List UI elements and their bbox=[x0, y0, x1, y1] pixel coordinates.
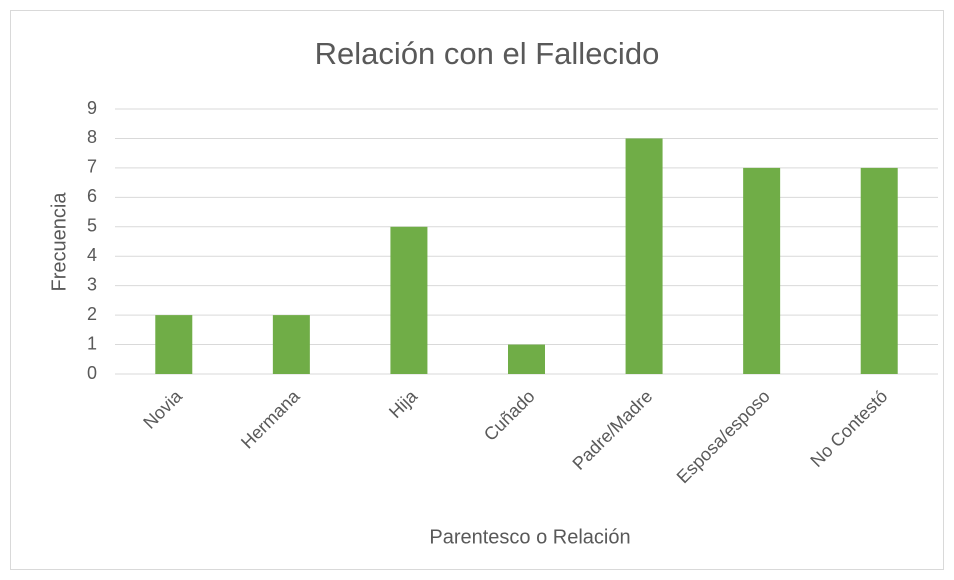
bar bbox=[390, 226, 428, 374]
y-tick-label: 6 bbox=[87, 186, 97, 206]
x-axis-title: Parentesco o Relación bbox=[429, 526, 630, 548]
bar bbox=[860, 167, 898, 374]
y-tick-label: 8 bbox=[87, 127, 97, 147]
y-tick-label: 3 bbox=[87, 274, 97, 294]
chart-border bbox=[10, 10, 944, 570]
bar bbox=[272, 315, 310, 374]
y-tick-label: 0 bbox=[87, 363, 97, 383]
bar bbox=[743, 167, 781, 374]
y-tick-label: 9 bbox=[87, 98, 97, 118]
y-tick-label: 7 bbox=[87, 157, 97, 177]
bar bbox=[155, 315, 193, 374]
y-tick-label: 2 bbox=[87, 304, 97, 324]
bar bbox=[625, 138, 663, 374]
chart-title: Relación con el Fallecido bbox=[315, 36, 660, 71]
y-axis-title: Frecuencia bbox=[48, 192, 70, 292]
y-tick-label: 1 bbox=[87, 333, 97, 353]
y-tick-label: 5 bbox=[87, 216, 97, 236]
bar bbox=[508, 344, 545, 374]
y-tick-label: 4 bbox=[87, 245, 97, 265]
